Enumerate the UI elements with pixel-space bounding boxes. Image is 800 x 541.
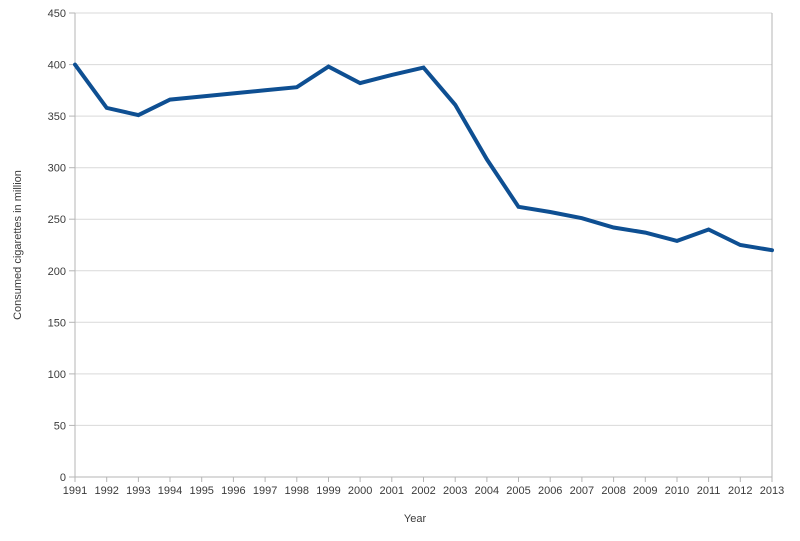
svg-text:100: 100 [48,369,66,381]
svg-text:2005: 2005 [506,485,530,497]
svg-text:1996: 1996 [221,485,245,497]
svg-text:50: 50 [54,420,66,432]
svg-text:350: 350 [48,111,66,123]
x-axis-tick-labels: 1991 1992 1993 1994 1995 1996 1997 1998 1999 2000… [63,485,784,497]
svg-text:1994: 1994 [158,485,182,497]
svg-text:300: 300 [48,163,66,175]
svg-text:2006: 2006 [538,485,562,497]
svg-text:450: 450 [48,8,66,20]
svg-text:2013: 2013 [760,485,784,497]
data-series-line [73,62,774,253]
svg-text:250: 250 [48,214,66,226]
svg-text:2011: 2011 [697,485,721,497]
svg-text:1993: 1993 [126,485,150,497]
svg-text:0: 0 [60,472,66,484]
svg-text:2012: 2012 [728,485,752,497]
svg-text:2010: 2010 [665,485,689,497]
svg-text:1997: 1997 [253,485,277,497]
svg-text:2000: 2000 [348,485,372,497]
horizontal-gridlines [75,12,772,478]
svg-text:2008: 2008 [601,485,625,497]
x-axis-ticks [74,477,773,482]
svg-text:400: 400 [48,60,66,72]
svg-text:2001: 2001 [380,485,404,497]
svg-text:2004: 2004 [475,485,499,497]
y-axis-ticks [69,12,75,478]
x-axis-title: Year [403,513,427,525]
svg-text:2003: 2003 [443,485,467,497]
svg-text:2007: 2007 [570,485,594,497]
svg-text:2002: 2002 [411,485,435,497]
y-axis-title: Consumed cigarettes in million [12,170,24,320]
svg-text:1992: 1992 [94,485,118,497]
svg-text:1991: 1991 [63,485,87,497]
svg-text:1999: 1999 [316,485,340,497]
svg-text:1998: 1998 [285,485,309,497]
svg-text:2009: 2009 [633,485,657,497]
y-axis-tick-labels: 0 50 100 150 200 250 300 350 400 450 [48,8,66,484]
svg-text:200: 200 [48,266,66,278]
svg-text:1995: 1995 [189,485,213,497]
svg-text:150: 150 [48,317,66,329]
